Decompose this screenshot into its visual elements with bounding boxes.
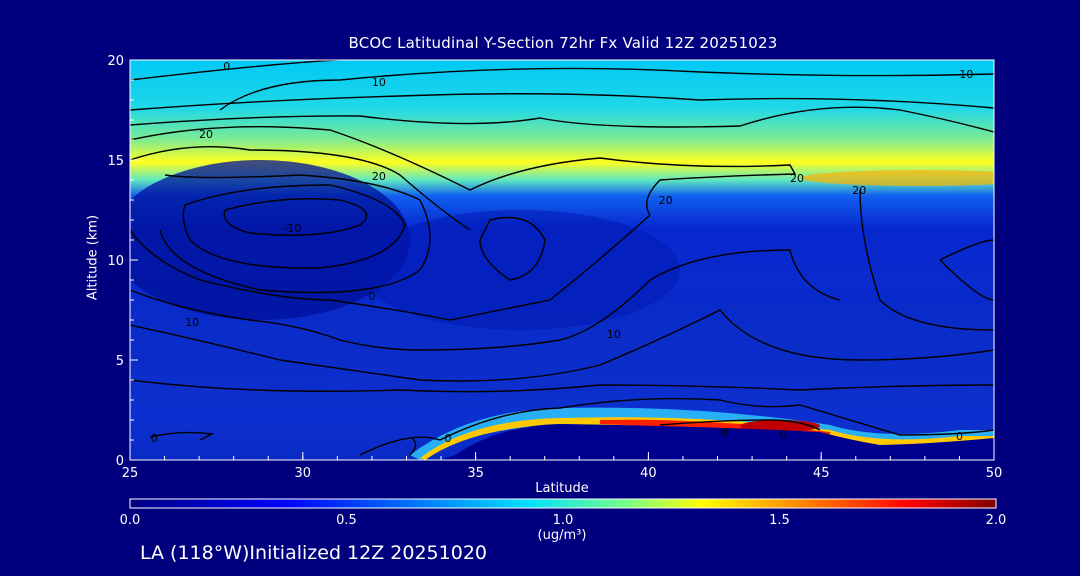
y-tick-label: 5 — [116, 354, 124, 369]
contour-lines — [130, 60, 994, 456]
colorbar-tick-label: 0.0 — [120, 513, 141, 528]
contour-label: 20 — [852, 184, 866, 197]
x-tick-label: 45 — [813, 466, 830, 481]
contour-label: 0 — [956, 430, 963, 443]
y-tick-label: 10 — [107, 254, 124, 269]
x-tick-label: 40 — [640, 466, 657, 481]
contour-label: 10 — [372, 76, 386, 89]
contour-label: 0 — [780, 428, 787, 441]
contour-label: 20 — [199, 128, 213, 141]
heatmap-field — [130, 60, 994, 460]
y-tick-label: 20 — [107, 54, 124, 69]
colorbar-ticks: 0.0 0.5 1.0 1.5 2.0 — [120, 513, 1007, 528]
colorbar-units: (ug/m³) — [537, 528, 587, 543]
colorbar-tick-label: 1.0 — [553, 513, 574, 528]
contour-label: 10 — [959, 68, 973, 81]
y-axis-label: Altitude (km) — [85, 214, 101, 301]
contour-label: -10 — [283, 222, 301, 235]
contour-label: 0 — [151, 432, 158, 445]
x-axis-label: Latitude — [535, 481, 589, 496]
x-tick-label: 25 — [122, 466, 139, 481]
colorbar-tick-label: 2.0 — [986, 513, 1007, 528]
contour-label: 0 — [444, 432, 451, 445]
x-tick-label: 50 — [986, 466, 1003, 481]
x-tick-label: 35 — [467, 466, 484, 481]
contour-label: 20 — [790, 172, 804, 185]
contour-label: 20 — [372, 170, 386, 183]
contour-label: 10 — [185, 316, 199, 329]
contour-label: 10 — [607, 328, 621, 341]
contour-label: 20 — [659, 194, 673, 207]
y-tick-label: 0 — [116, 454, 124, 469]
colorbar-tick-label: 1.5 — [769, 513, 790, 528]
colorbar — [129, 498, 997, 509]
contour-label: 0 — [223, 60, 230, 73]
contour-labels: 0 10 10 20 20 -10 20 20 20 0 10 10 0 0 0 0 0 — [151, 60, 974, 445]
colorbar-tick-label: 0.5 — [336, 513, 357, 528]
contour-label: 0 — [721, 426, 728, 439]
footer-text: LA (118°W)Initialized 12Z 20251020 — [140, 542, 487, 564]
y-axis: 0 5 10 15 20 — [107, 54, 138, 469]
contour-label: 0 — [368, 290, 375, 303]
x-tick-label: 30 — [295, 466, 312, 481]
chart-title: BCOC Latitudinal Y-Section 72hr Fx Valid… — [348, 34, 778, 52]
y-tick-label: 15 — [107, 154, 124, 169]
x-axis: 25 30 35 40 45 50 — [122, 452, 1003, 481]
